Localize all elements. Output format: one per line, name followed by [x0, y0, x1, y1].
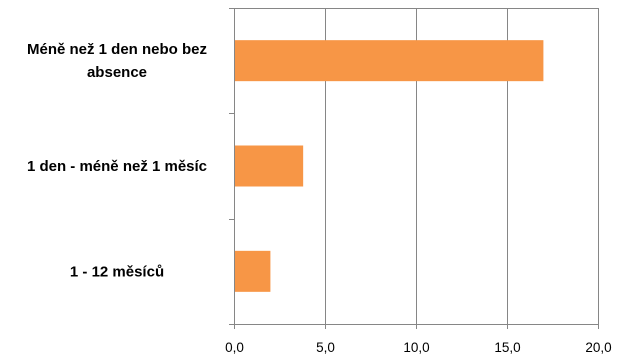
bar — [235, 250, 271, 292]
bar — [235, 145, 304, 187]
category-label-line: absence — [87, 64, 147, 81]
category-label: Méně než 1 den nebo bez absence — [27, 41, 207, 81]
bars — [235, 40, 544, 292]
bar — [235, 40, 544, 82]
x-tick-labels: 0,0 5,0 10,0 15,0 20,0 — [225, 340, 612, 355]
axes — [229, 8, 599, 329]
category-label-line: Méně než 1 den nebo bez — [27, 41, 207, 58]
x-tick-label: 10,0 — [403, 340, 429, 355]
x-tick-label: 15,0 — [494, 340, 520, 355]
x-tick-label: 20,0 — [585, 340, 611, 355]
category-label-line: 1 den - méně než 1 měsíc — [27, 158, 207, 175]
category-labels: Méně než 1 den nebo bez absence 1 den - mé… — [27, 41, 207, 280]
x-tick-label: 5,0 — [316, 340, 335, 355]
x-tick-label: 0,0 — [225, 340, 244, 355]
category-label: 1 den - méně než 1 měsíc — [27, 158, 207, 175]
category-label-line: 1 - 12 měsíců — [70, 263, 164, 280]
category-label: 1 - 12 měsíců — [70, 263, 164, 280]
